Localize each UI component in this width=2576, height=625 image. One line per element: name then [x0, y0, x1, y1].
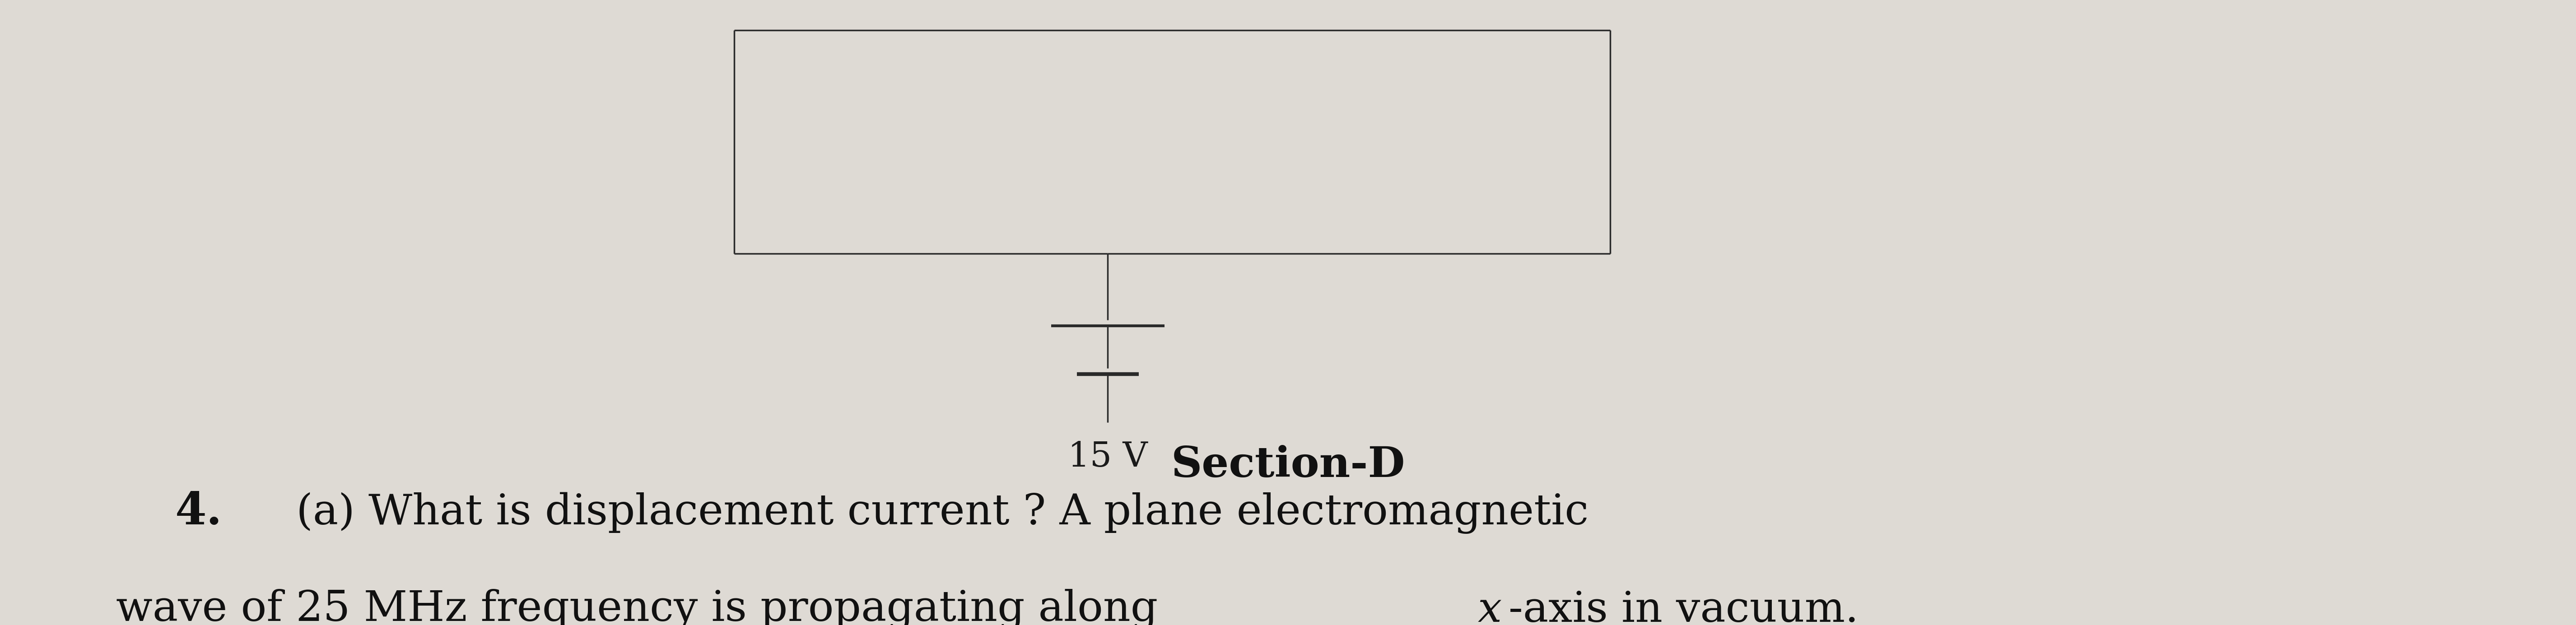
Text: 4.: 4.	[175, 490, 222, 534]
Text: x: x	[1479, 590, 1502, 625]
Text: wave of 25 MHz frequency is propagating along: wave of 25 MHz frequency is propagating …	[116, 589, 1172, 625]
Text: (a) What is displacement current ? A plane electromagnetic: (a) What is displacement current ? A pla…	[296, 492, 1589, 534]
Text: 15 V: 15 V	[1069, 441, 1146, 474]
Text: Section-D: Section-D	[1172, 445, 1404, 486]
Text: -axis in vacuum.: -axis in vacuum.	[1510, 590, 1860, 625]
